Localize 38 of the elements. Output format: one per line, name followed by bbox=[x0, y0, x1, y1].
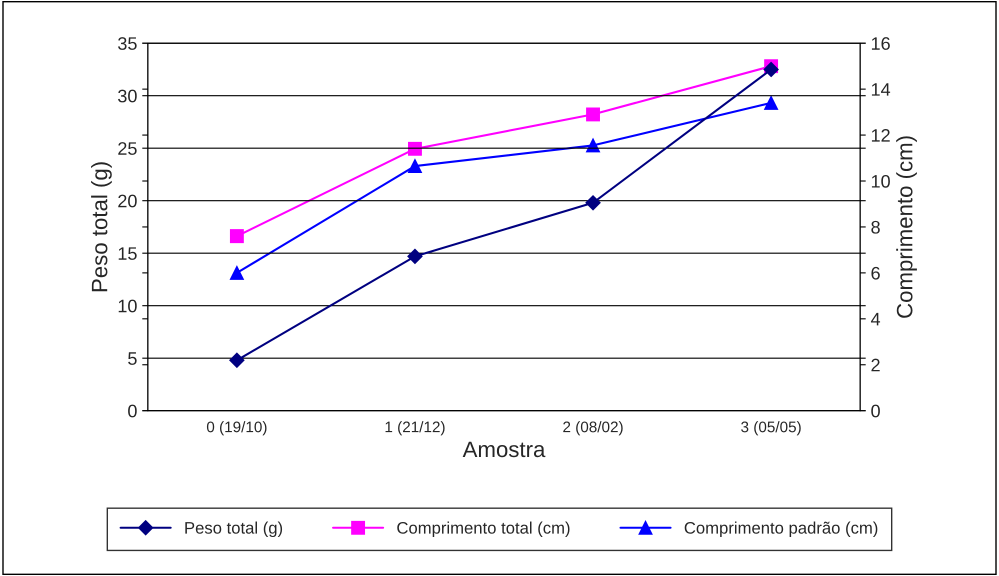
point bbox=[408, 142, 422, 156]
y2-tick-label: 10 bbox=[872, 174, 890, 188]
point bbox=[408, 159, 422, 174]
y2-tick-label: 8 bbox=[871, 220, 880, 234]
point bbox=[407, 248, 423, 264]
y2-tick-label: 14 bbox=[872, 83, 890, 96]
y-tick-label: 35 bbox=[118, 37, 137, 50]
legend-label: Peso total (g) bbox=[185, 522, 282, 538]
y-tick-label: 20 bbox=[118, 194, 137, 208]
y2-axis-title: Comprimento (cm) bbox=[896, 136, 917, 318]
y2-tick-label: 16 bbox=[872, 37, 890, 50]
point bbox=[764, 62, 779, 78]
point bbox=[586, 107, 600, 122]
y2-tick-label: 0 bbox=[871, 404, 880, 418]
point bbox=[586, 138, 600, 152]
point bbox=[230, 229, 244, 244]
y2-tick-label: 2 bbox=[871, 358, 880, 372]
y-tick-label: 30 bbox=[118, 90, 137, 102]
y-tick-label: 10 bbox=[118, 300, 137, 312]
x-tick-label: 3 (05/05) bbox=[741, 421, 801, 436]
x-tick-label: 2 (08/02) bbox=[563, 421, 623, 436]
y2-tick-label: 6 bbox=[871, 266, 880, 280]
point bbox=[585, 195, 601, 210]
point bbox=[764, 96, 778, 110]
y2-tick-label: 4 bbox=[870, 312, 880, 326]
y2-tick-label: 12 bbox=[872, 129, 890, 142]
legend-label: Comprimento padrão (cm) bbox=[684, 522, 878, 538]
x-tick-label: 1 (21/12) bbox=[386, 421, 445, 436]
x-tick-label: 0 (19/10) bbox=[206, 421, 267, 436]
y-tick-label: 5 bbox=[128, 352, 137, 365]
point bbox=[230, 266, 244, 280]
legend-label: Comprimento total (cm) bbox=[397, 522, 570, 538]
y-tick-label: 15 bbox=[118, 247, 137, 260]
y-axis-title: Peso total (g) bbox=[91, 162, 112, 292]
point bbox=[229, 352, 244, 368]
y-tick-label: 25 bbox=[118, 142, 137, 155]
x-axis-title: Amostra bbox=[462, 442, 546, 458]
y-tick-label: 0 bbox=[128, 404, 137, 418]
